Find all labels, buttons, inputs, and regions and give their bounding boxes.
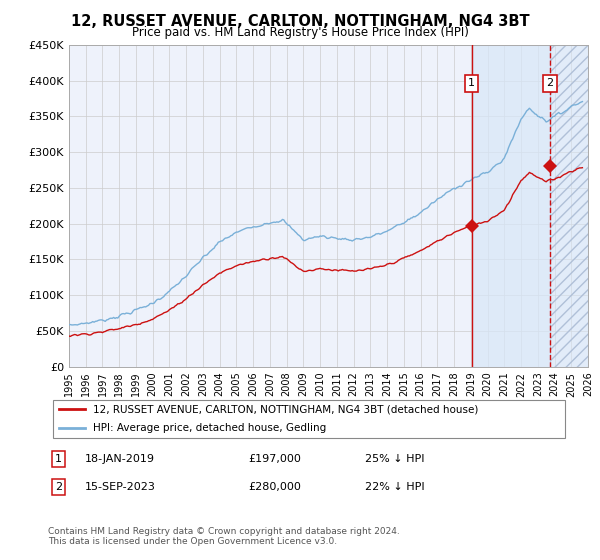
Text: 15-SEP-2023: 15-SEP-2023 <box>85 482 156 492</box>
Text: 22% ↓ HPI: 22% ↓ HPI <box>365 482 424 492</box>
Text: 12, RUSSET AVENUE, CARLTON, NOTTINGHAM, NG4 3BT: 12, RUSSET AVENUE, CARLTON, NOTTINGHAM, … <box>71 14 529 29</box>
Text: Price paid vs. HM Land Registry's House Price Index (HPI): Price paid vs. HM Land Registry's House … <box>131 26 469 39</box>
Text: 1: 1 <box>468 78 475 88</box>
Text: Contains HM Land Registry data © Crown copyright and database right 2024.
This d: Contains HM Land Registry data © Crown c… <box>48 526 400 546</box>
Text: 1: 1 <box>55 454 62 464</box>
Text: £280,000: £280,000 <box>248 482 302 492</box>
Text: £197,000: £197,000 <box>248 454 302 464</box>
FancyBboxPatch shape <box>53 400 565 437</box>
Text: HPI: Average price, detached house, Gedling: HPI: Average price, detached house, Gedl… <box>93 423 326 433</box>
Bar <box>550 45 588 367</box>
Text: 2: 2 <box>546 78 553 88</box>
Bar <box>550 45 588 367</box>
Bar <box>472 45 550 367</box>
Text: 18-JAN-2019: 18-JAN-2019 <box>85 454 155 464</box>
Text: 2: 2 <box>55 482 62 492</box>
Text: 12, RUSSET AVENUE, CARLTON, NOTTINGHAM, NG4 3BT (detached house): 12, RUSSET AVENUE, CARLTON, NOTTINGHAM, … <box>93 404 478 414</box>
Text: 25% ↓ HPI: 25% ↓ HPI <box>365 454 424 464</box>
